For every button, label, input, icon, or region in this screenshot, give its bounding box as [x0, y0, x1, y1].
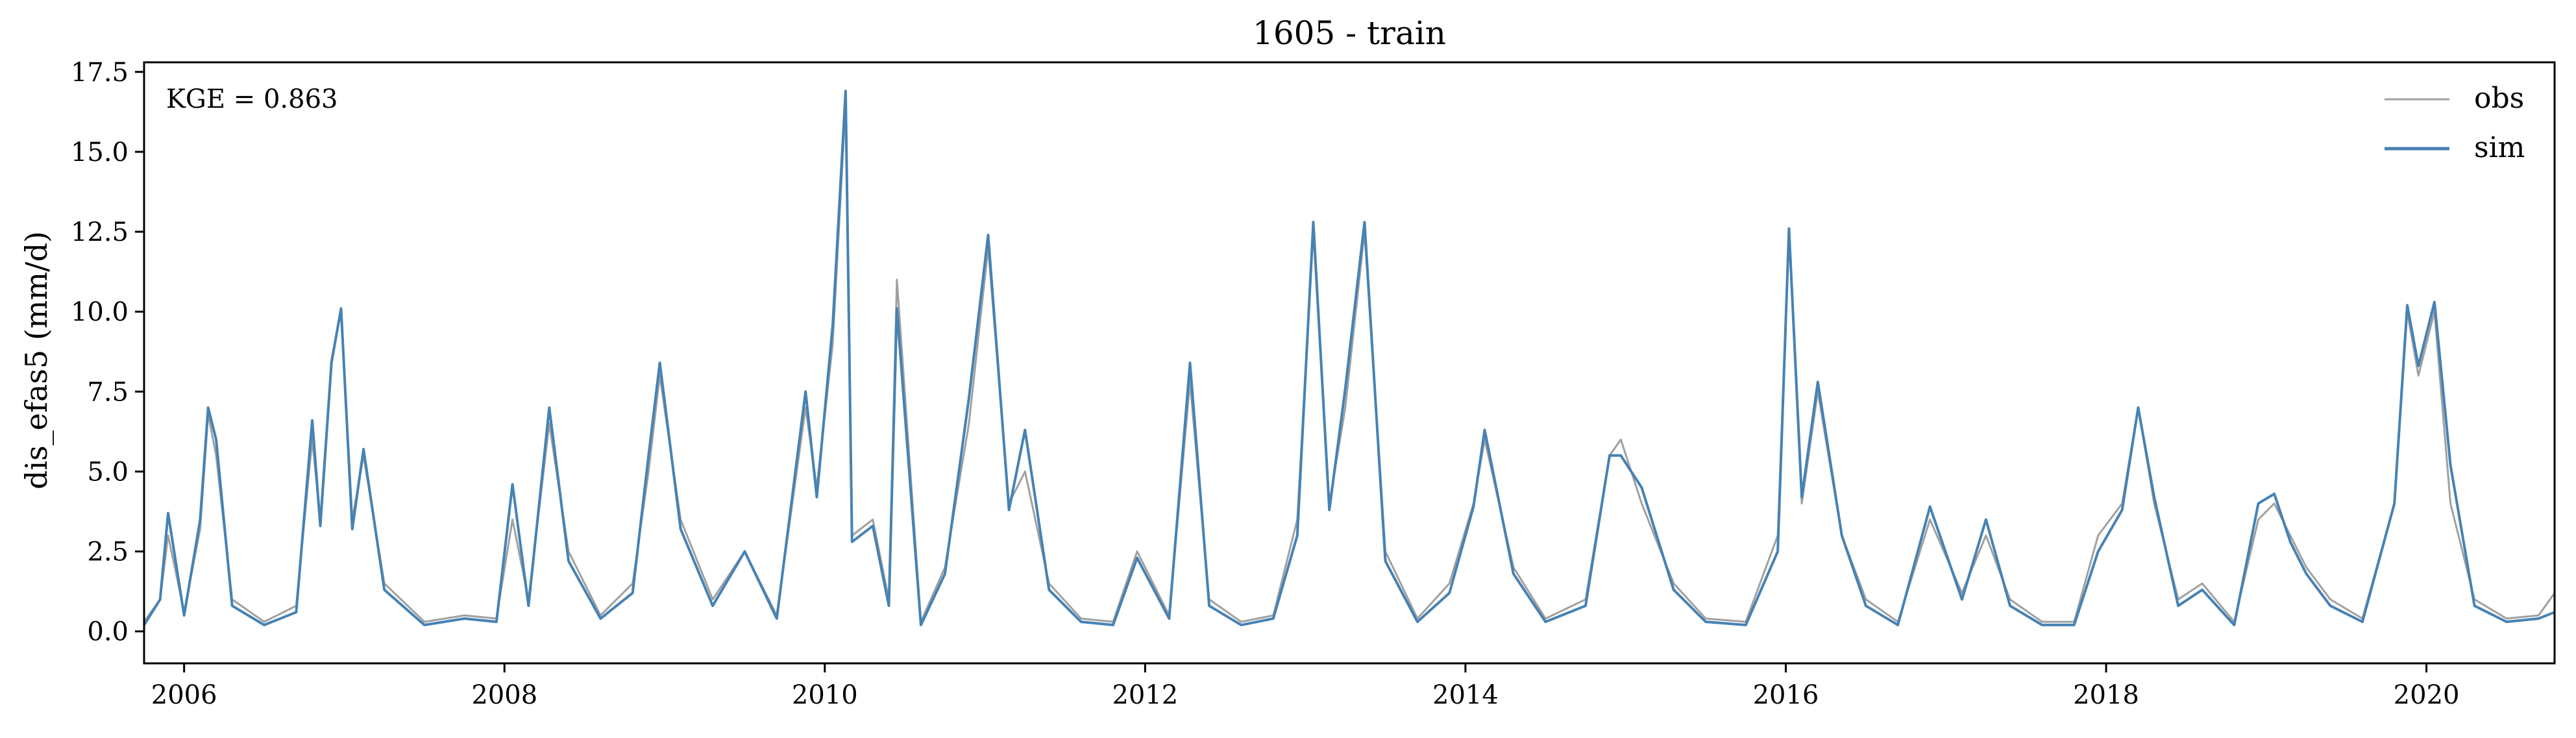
series-line-sim — [143, 90, 2555, 626]
x-tick-label: 2014 — [1432, 680, 1499, 710]
x-tick-label: 2020 — [2394, 680, 2460, 710]
y-tick-label: 15.0 — [71, 138, 129, 167]
legend: obs sim — [2385, 82, 2525, 164]
legend-label-obs: obs — [2474, 82, 2524, 115]
x-axis: 2006 2008 2010 2012 2014 2016 2018 2020 — [151, 663, 2460, 710]
y-tick-label: 5.0 — [87, 457, 129, 487]
y-tick-label: 2.5 — [87, 537, 129, 567]
y-tick-label: 0.0 — [87, 617, 129, 647]
y-tick-label: 17.5 — [71, 58, 129, 88]
legend-label-sim: sim — [2474, 131, 2525, 164]
series-group — [143, 90, 2556, 626]
y-axis-label: dis_efas5 (mm/d) — [19, 231, 54, 489]
plot-area: 2006 2008 2010 2012 2014 2016 2018 2020 0.0 2.5 5… — [71, 58, 2556, 710]
y-tick-label: 12.5 — [71, 217, 129, 247]
y-axis: 0.0 2.5 5.0 7.5 10.0 12.5 15.0 17.5 — [71, 58, 144, 647]
x-tick-label: 2012 — [1112, 680, 1178, 710]
y-tick-label: 10.0 — [71, 297, 129, 327]
chart-title: 1605 - train — [1253, 14, 1446, 52]
x-tick-label: 2006 — [151, 680, 217, 710]
kge-annotation: KGE = 0.863 — [166, 84, 338, 114]
x-tick-label: 2016 — [1753, 680, 1819, 710]
y-tick-label: 7.5 — [87, 377, 129, 407]
x-tick-label: 2010 — [792, 680, 858, 710]
plot-frame — [143, 61, 2556, 665]
x-tick-label: 2018 — [2073, 680, 2139, 710]
x-tick-label: 2008 — [471, 680, 537, 710]
